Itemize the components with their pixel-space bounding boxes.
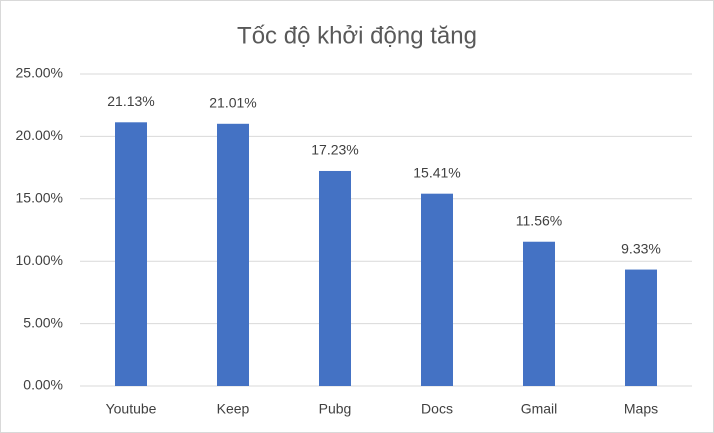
bar [523,241,555,386]
bar [421,193,453,386]
x-tick-label: Keep [217,401,250,417]
bar [115,122,147,386]
bar [319,170,351,386]
x-tick-label: Pubg [319,401,352,417]
y-tick-label: 25.00% [16,65,63,81]
data-label: 17.23% [311,142,358,158]
y-tick-label: 15.00% [16,190,63,206]
x-tick-label: Maps [624,401,658,417]
y-tick-label: 5.00% [23,314,63,330]
bar [625,269,657,386]
bar [217,123,249,386]
x-tick-label: Youtube [106,401,157,417]
x-tick-label: Docs [421,401,453,417]
y-tick-label: 20.00% [16,127,63,143]
data-label: 9.33% [621,240,661,256]
x-tick-label: Gmail [521,401,558,417]
data-label: 15.41% [413,164,460,180]
data-label: 21.01% [209,94,256,110]
data-label: 21.13% [107,93,154,109]
data-label: 11.56% [516,212,562,228]
y-tick-label: 0.00% [23,377,63,393]
chart-title: Tốc độ khởi động tăng [237,22,477,49]
y-tick-label: 10.00% [16,252,63,268]
